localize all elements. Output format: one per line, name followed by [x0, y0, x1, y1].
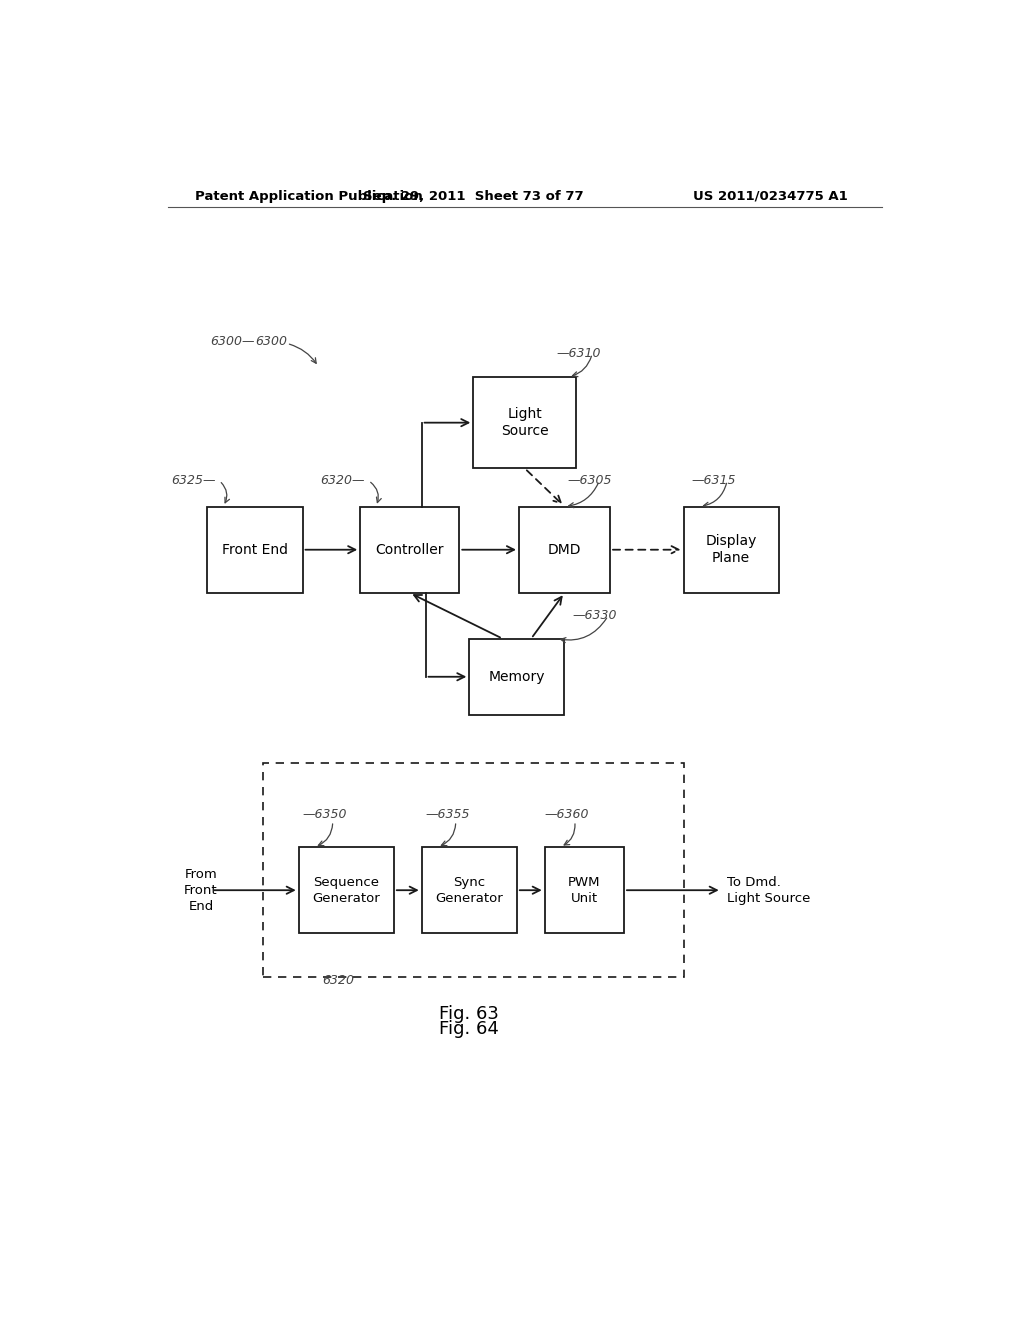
Bar	[299, 847, 394, 933]
Text: 6320: 6320	[323, 974, 354, 986]
Bar	[360, 507, 460, 593]
Text: —6330: —6330	[572, 610, 616, 622]
Text: Sep. 29, 2011  Sheet 73 of 77: Sep. 29, 2011 Sheet 73 of 77	[362, 190, 584, 202]
Bar	[545, 847, 624, 933]
Text: DMD: DMD	[548, 543, 582, 557]
Text: Sequence
Generator: Sequence Generator	[312, 875, 380, 904]
Text: PWM
Unit: PWM Unit	[568, 875, 600, 904]
Text: Display
Plane: Display Plane	[706, 535, 757, 565]
Bar	[422, 847, 517, 933]
Text: —6360: —6360	[545, 808, 589, 821]
Text: 6300: 6300	[255, 335, 287, 348]
Text: 6325—: 6325—	[171, 474, 215, 487]
Bar	[684, 507, 778, 593]
Text: To Dmd.
Light Source: To Dmd. Light Source	[727, 875, 811, 904]
Text: Sync
Generator: Sync Generator	[435, 875, 503, 904]
Bar	[469, 639, 564, 715]
Text: From
Front
End: From Front End	[184, 867, 218, 912]
Text: —6350: —6350	[303, 808, 347, 821]
Bar	[263, 763, 684, 977]
Bar	[519, 507, 610, 593]
Text: Patent Application Publication: Patent Application Publication	[196, 190, 423, 202]
Bar	[473, 378, 577, 469]
Text: —6315: —6315	[691, 474, 736, 487]
Text: Memory: Memory	[488, 669, 545, 684]
Text: 6320—: 6320—	[319, 474, 365, 487]
Text: Light
Source: Light Source	[501, 407, 549, 438]
Text: Controller: Controller	[376, 543, 444, 557]
Text: 6300—: 6300—	[211, 335, 255, 348]
Text: Fig. 64: Fig. 64	[439, 1020, 499, 1039]
Bar	[207, 507, 303, 593]
Text: —6310: —6310	[557, 347, 601, 360]
Text: Fig. 63: Fig. 63	[439, 1006, 499, 1023]
Text: US 2011/0234775 A1: US 2011/0234775 A1	[693, 190, 848, 202]
Text: Front End: Front End	[222, 543, 288, 557]
Text: —6305: —6305	[567, 474, 612, 487]
Text: —6355: —6355	[426, 808, 470, 821]
